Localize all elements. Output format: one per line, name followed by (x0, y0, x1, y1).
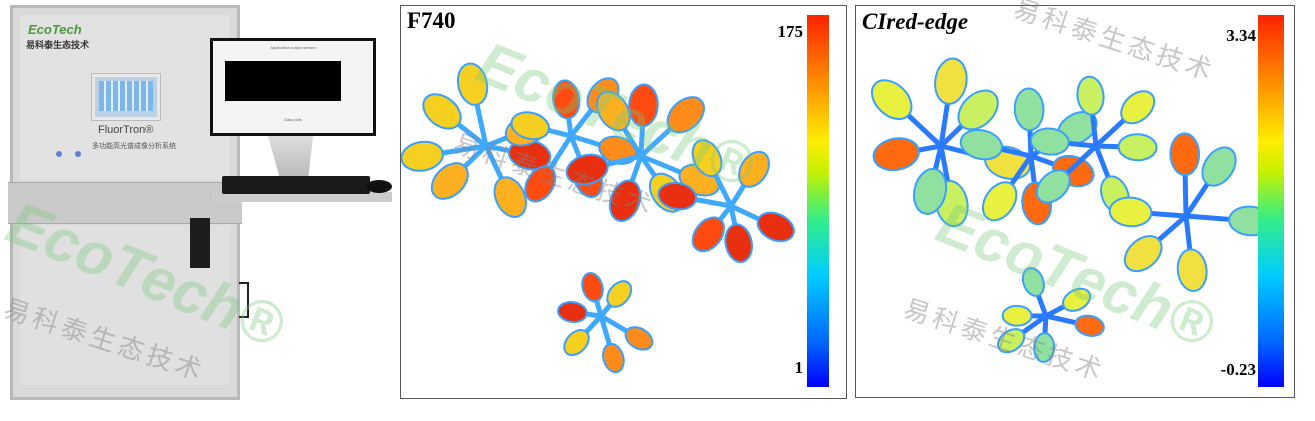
leaf (493, 176, 527, 218)
leaf (870, 79, 913, 120)
monitor-stand (268, 136, 313, 176)
leaf (1013, 87, 1045, 132)
leaf (1117, 133, 1158, 162)
monitor-section: Data plots (283, 117, 302, 122)
leaf (1074, 314, 1105, 337)
cabinet-band (8, 182, 242, 224)
mouse (366, 180, 392, 193)
leaf (624, 326, 654, 351)
control-button (75, 151, 81, 157)
leaf (1033, 332, 1055, 363)
colorbar-max: 175 (777, 22, 804, 41)
keyboard (222, 176, 370, 194)
leaf (1035, 169, 1071, 204)
leaf (602, 342, 625, 374)
colorbar-max: 3.34 (1226, 26, 1256, 45)
leaf (1201, 146, 1237, 187)
leaf (872, 137, 920, 172)
leaf (1029, 127, 1070, 156)
leaf (401, 140, 444, 172)
monitor: Application output stream Data plots (210, 38, 376, 136)
leaf (608, 179, 642, 223)
leaf (430, 162, 469, 200)
colorbar (807, 15, 829, 387)
leaf (691, 216, 725, 253)
leaf (1001, 304, 1033, 327)
brand-logo: EcoTech (28, 22, 82, 37)
panel-title: F740 (407, 8, 456, 33)
touchscreen (92, 74, 160, 120)
colorbar-min: 1 (794, 358, 804, 377)
product-name-cn: 多功能高光谱成像分析系统 (92, 143, 176, 150)
leaf (596, 90, 631, 132)
leaf (1123, 235, 1163, 273)
product-name: FluorTron® (98, 124, 154, 136)
leaf (422, 93, 462, 130)
leaf (934, 57, 968, 105)
leaf (1062, 287, 1092, 312)
leaf (557, 301, 588, 323)
brand-cn: 易科泰生态技术 (26, 40, 90, 50)
leaf (666, 96, 705, 134)
plant-image-thumbnail (225, 61, 341, 101)
cired-edge-panel: CIred-edge 3.34 -0.23 (855, 5, 1295, 398)
leaf (524, 165, 557, 203)
leaf (565, 153, 609, 186)
leaf (997, 328, 1026, 354)
monitor-screen: Application output stream Data plots (213, 41, 373, 133)
leaf (724, 223, 753, 264)
door-handle (239, 282, 249, 318)
leaf (1108, 196, 1153, 228)
leaf (912, 167, 948, 215)
leaf (581, 272, 604, 303)
leaf (1169, 132, 1201, 177)
leaf (1120, 90, 1156, 125)
leaf (563, 328, 590, 357)
leaf (606, 280, 633, 308)
colorbar (1258, 15, 1284, 387)
leaf (1021, 267, 1045, 297)
leaf (1076, 75, 1105, 116)
leaf (456, 62, 489, 106)
leaf (510, 111, 550, 141)
keyboard-shelf (212, 192, 392, 202)
leaf (957, 89, 999, 131)
leaf (1176, 248, 1208, 293)
leaf (959, 128, 1003, 161)
leaf (552, 79, 581, 120)
colorbar-min: -0.23 (1220, 360, 1256, 379)
monitor-title: Application output stream (270, 45, 316, 50)
f740-panel: F740 175 1 (400, 5, 847, 399)
door-lock (190, 218, 210, 268)
power-button (56, 151, 62, 157)
leaf (981, 181, 1018, 222)
leaf (657, 181, 698, 211)
leaf (756, 211, 795, 243)
leaf (691, 139, 723, 178)
leaf (738, 150, 770, 188)
f740-plant-image (401, 62, 795, 374)
panel-title: CIred-edge (862, 9, 969, 34)
cired-edge-plant-image (870, 57, 1272, 363)
leaf (628, 83, 659, 128)
